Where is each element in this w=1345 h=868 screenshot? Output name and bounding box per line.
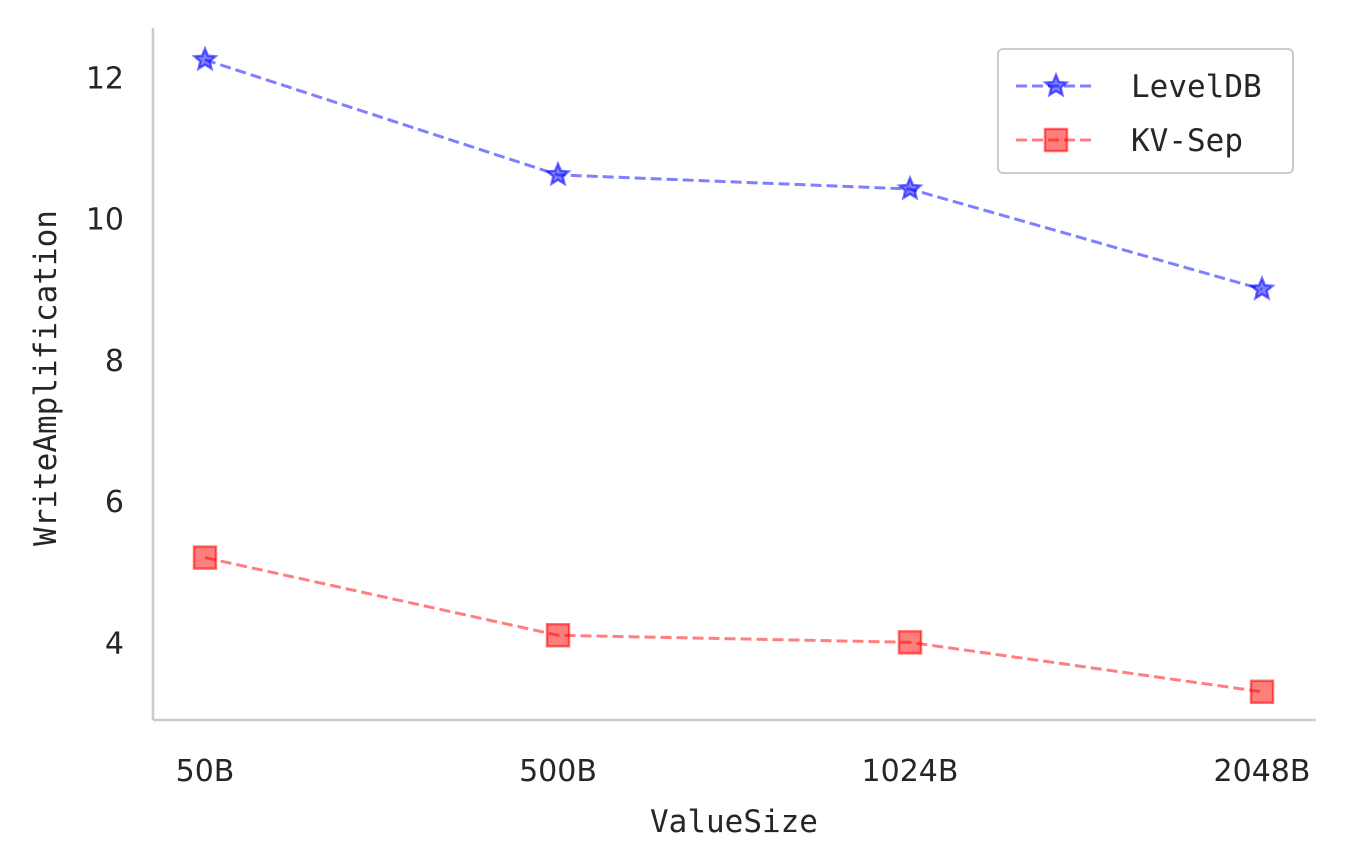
data-point-marker [897,630,923,655]
series-leveldb [191,45,1276,301]
x-tick-label: 50B [176,754,235,789]
x-tick-label: 500B [519,754,597,789]
legend-label: KV-Sep [1131,123,1243,159]
axes [151,28,1316,722]
x-axis-title: ValueSize [650,804,818,840]
legend-marker [1043,127,1069,153]
y-tick-label: 4 [105,626,124,661]
x-tick-label: 1024B [862,754,959,789]
series-layer [191,45,1276,705]
data-point-marker [192,545,218,570]
data-point-marker [896,174,924,201]
legend-items: LevelDB KV-Sep [1016,69,1262,159]
data-point-marker [544,160,572,187]
series-kv-sep [192,545,1275,705]
data-point-marker [1248,275,1276,301]
legend: LevelDB KV-Sep [997,48,1294,174]
y-tick-label: 10 [86,203,124,238]
y-tick-labels: 4 6 8 10 12 [86,61,124,661]
legend-item: KV-Sep [1016,123,1243,159]
legend-frame [997,48,1294,174]
legend-marker [1042,71,1070,98]
data-point-marker [191,45,219,72]
x-tick-labels: 50B 500B 1024B 2048B [176,754,1311,789]
legend-item: LevelDB [1016,69,1262,105]
y-tick-label: 12 [86,61,124,96]
x-tick-label: 2048B [1214,754,1311,789]
legend-label: LevelDB [1131,69,1262,105]
data-point-marker [1249,679,1275,705]
data-point-marker [545,623,571,648]
series-line [204,58,1263,291]
y-axis-title: WriteAmplification [28,210,64,546]
y-tick-label: 6 [105,485,124,520]
y-tick-label: 8 [105,344,124,379]
series-line [204,556,1263,694]
